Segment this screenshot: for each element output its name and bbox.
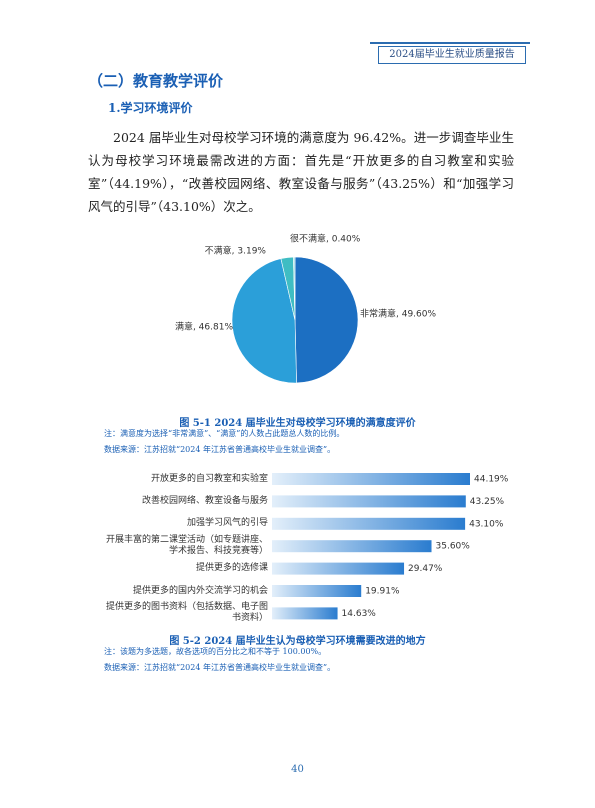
bar xyxy=(272,517,466,530)
bar-value-label: 44.19% xyxy=(474,475,509,485)
figure-note: 数据来源：江苏招就“2024 年江苏省普通高校毕业生就业调查”。 xyxy=(104,663,336,672)
pie-slice xyxy=(293,256,296,321)
bar-category-label: 改善校园网络、教室设备与服务 xyxy=(141,495,268,506)
section-title: （二）教育教学评价 xyxy=(88,72,224,90)
bar-value-label: 43.25% xyxy=(470,497,505,507)
figure-note: 注：该题为多选题，故各选项的百分比之和不等于 100.00%。 xyxy=(104,647,327,656)
bar xyxy=(272,607,338,620)
pie-label: 很不满意, 0.40% xyxy=(290,233,361,245)
bar-category-label: 提供更多的图书资料（包括数据、电子图书资料） xyxy=(105,602,268,624)
figure-note: 数据来源：江苏招就“2024 年江苏省普通高校毕业生就业调查”。 xyxy=(104,445,336,454)
header-rule xyxy=(370,42,530,44)
pie-label: 非常满意, 49.60% xyxy=(360,308,436,320)
pie-slice xyxy=(231,258,297,384)
bar-value-label: 35.60% xyxy=(436,542,471,552)
bar-value-label: 43.10% xyxy=(469,519,504,529)
pie-slice xyxy=(294,256,359,384)
bar-category-label: 提供更多的国内外交流学习的机会 xyxy=(132,585,268,596)
bar xyxy=(272,495,466,508)
bar-category-label: 加强学习风气的引导 xyxy=(186,518,268,529)
page-number: 40 xyxy=(291,764,304,775)
header-tag: 2024届毕业生就业质量报告 xyxy=(378,46,526,64)
bar-category-label: 开放更多的自习教室和实验室 xyxy=(150,473,268,484)
pie-label: 满意, 46.81% xyxy=(175,321,233,333)
figure-caption: 图 5-1 2024 届毕业生对母校学习环境的满意度评价 xyxy=(179,418,416,429)
paragraph: 2024 届毕业生对母校学习环境的满意度为 96.42%。进一步调查毕业生认为母… xyxy=(88,130,514,214)
pie-label: 不满意, 3.19% xyxy=(205,245,267,257)
bar xyxy=(272,473,470,485)
bar-value-label: 29.47% xyxy=(408,564,443,574)
figure-caption: 图 5-2 2024 届毕业生认为母校学习环境需要改进的地方 xyxy=(169,636,426,647)
bar-category-label: 提供更多的选修课 xyxy=(195,563,268,574)
bar-value-label: 14.63% xyxy=(342,609,377,619)
bar xyxy=(272,540,432,553)
bar-category-label: 开展丰富的第二课堂活动（如专题讲座、学术报告、科技竞赛等） xyxy=(105,535,268,557)
bar xyxy=(272,585,362,597)
bar xyxy=(272,562,405,575)
bar-value-label: 19.91% xyxy=(365,587,400,597)
subsection-title: 1.学习环境评价 xyxy=(108,101,193,115)
figure-note: 注：满意度为选择“非常满意”、“满意”的人数占此题总人数的比例。 xyxy=(104,429,345,438)
